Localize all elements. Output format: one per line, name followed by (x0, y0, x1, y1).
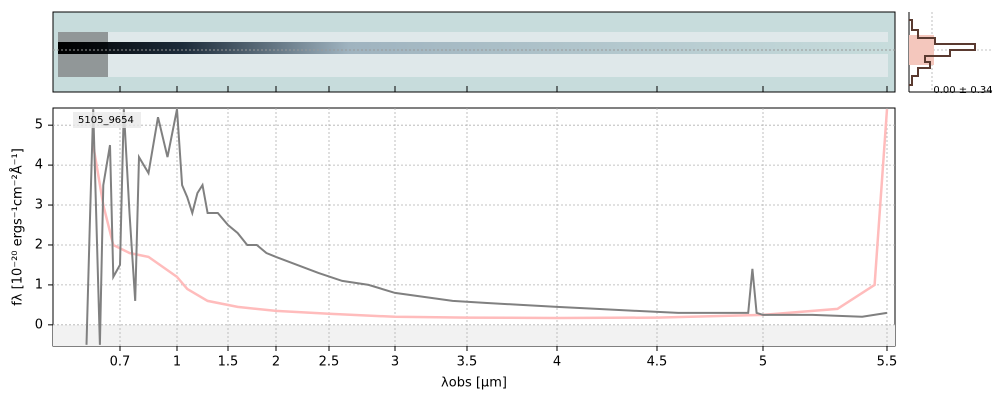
y-tick-label: 2 (35, 237, 43, 252)
x-tick-label: 5 (759, 355, 767, 370)
spectrum-2d (52, 11, 896, 93)
x-tick-label: 0.7 (110, 355, 131, 370)
y-tick-label: 4 (35, 158, 43, 173)
trace-region (58, 32, 888, 77)
x-tick-label: 2.5 (319, 355, 340, 370)
y-tick-label: 1 (35, 277, 43, 292)
x-tick-label: 1 (173, 355, 181, 370)
y-tick-label: 3 (35, 198, 43, 213)
trace-edge (58, 32, 108, 77)
plot-area (85, 109, 889, 345)
annotation-box (73, 112, 141, 128)
x-tick-label: 2 (272, 355, 280, 370)
x-tick-label: 4.5 (647, 355, 668, 370)
side-annotation: 0.00 ± 0.34 (933, 85, 992, 96)
x-tick-label: 3 (391, 355, 399, 370)
side-histogram: 0.00 ± 0.34 (908, 12, 993, 96)
x-axis-label: λobs [μm] (441, 376, 507, 391)
x-tick-label: 5.5 (877, 355, 898, 370)
axes: 0.7 1 1.5 2 2.5 3 3.5 4 4.5 5 5.5 0 1 2 3 4 5 (35, 86, 898, 370)
annotation: 5105_9654 (78, 115, 134, 126)
side-band (909, 35, 934, 65)
y-tick-label: 5 (35, 118, 43, 133)
side-hist (909, 19, 976, 86)
series-line (85, 109, 888, 345)
y-axis-label: fλ [10⁻²⁰ ergs⁻¹cm⁻²Å⁻¹] (10, 148, 26, 306)
zero-band (53, 325, 895, 346)
y-tick-label: 0 (35, 317, 43, 332)
x-tick-label: 3.5 (457, 355, 478, 370)
x-tick-label: 4 (553, 355, 561, 370)
x-tick-label: 1.5 (218, 355, 239, 370)
trace (58, 42, 888, 54)
